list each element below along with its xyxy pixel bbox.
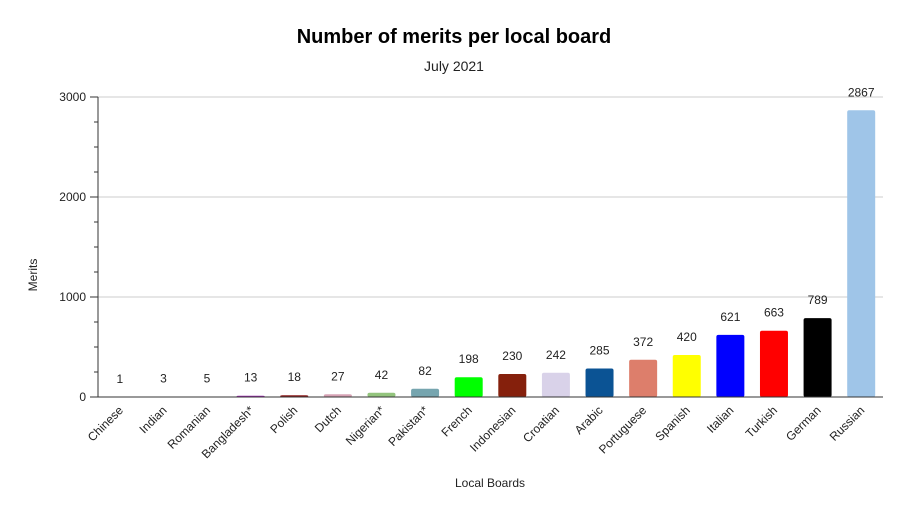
x-tick-label: Indonesian — [467, 403, 518, 454]
bar-german — [803, 318, 832, 397]
bar-pakistan — [411, 388, 440, 397]
bar-french — [454, 377, 483, 397]
bar-russian — [847, 110, 876, 398]
bar-italian — [716, 334, 745, 397]
x-tick-label: Dutch — [312, 403, 344, 435]
chart-title: Number of merits per local board — [296, 26, 612, 48]
bar-portuguese — [629, 359, 658, 397]
bar-indonesian — [498, 374, 527, 397]
y-axis-title: Merits — [26, 259, 40, 292]
x-tick-label: Polish — [267, 403, 300, 436]
data-label: 230 — [502, 349, 522, 363]
data-label: 621 — [720, 310, 740, 324]
bars — [105, 110, 876, 398]
data-label: 82 — [418, 364, 432, 378]
data-label: 18 — [288, 370, 302, 384]
x-tick-label: Croatian — [520, 403, 562, 445]
data-label: 13 — [244, 371, 258, 385]
x-tick-label: Portuguese — [596, 403, 650, 457]
y-tick-label: 2000 — [59, 190, 86, 204]
data-label: 372 — [633, 335, 653, 349]
bar-dutch — [323, 394, 352, 397]
bar-arabic — [585, 368, 614, 397]
x-tick-label: French — [438, 403, 474, 439]
data-label: 663 — [764, 306, 784, 320]
x-tick-label: Spanish — [652, 403, 693, 444]
x-tick-label: German — [783, 403, 824, 444]
data-label: 5 — [204, 372, 211, 386]
x-tick-label: Arabic — [572, 403, 606, 437]
data-label: 3 — [160, 372, 167, 386]
y-tick-label: 0 — [79, 390, 86, 404]
data-label: 27 — [331, 369, 345, 383]
bar-spanish — [672, 355, 701, 397]
x-tick-label: Italian — [704, 403, 737, 436]
data-label: 285 — [590, 344, 610, 358]
bar-nigerian — [367, 392, 396, 397]
x-tick-label: Nigerian* — [343, 403, 388, 448]
data-label: 420 — [677, 330, 697, 344]
chart-subtitle: July 2021 — [424, 58, 484, 74]
data-label: 1 — [116, 372, 123, 386]
data-label: 789 — [808, 293, 828, 307]
x-axis-title: Local Boards — [455, 476, 525, 490]
x-tick-label: Turkish — [743, 403, 780, 440]
data-label: 42 — [375, 368, 389, 382]
x-tick-label: Russian — [827, 403, 868, 444]
bar-croatian — [541, 372, 570, 397]
x-tick-label: Chinese — [85, 403, 126, 444]
x-tick-label: Indian — [137, 403, 170, 436]
data-label: 2867 — [848, 85, 875, 99]
y-tick-label: 1000 — [59, 290, 86, 304]
grid-lines — [98, 96, 883, 298]
bar-turkish — [759, 330, 788, 397]
data-label: 242 — [546, 348, 566, 362]
y-tick-label: 3000 — [59, 90, 86, 104]
x-tick-label: Pakistan* — [385, 403, 431, 449]
data-label: 198 — [459, 352, 479, 366]
